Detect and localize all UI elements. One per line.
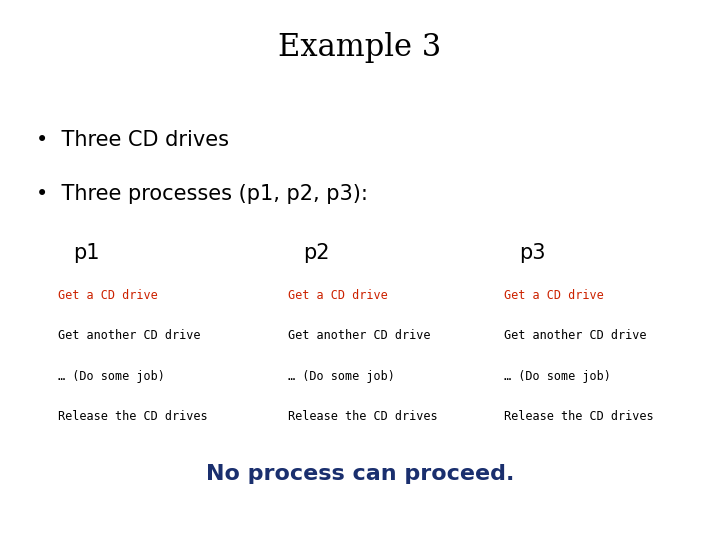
Text: Get a CD drive: Get a CD drive: [288, 289, 388, 302]
Text: Release the CD drives: Release the CD drives: [504, 410, 654, 423]
Text: Get another CD drive: Get another CD drive: [504, 329, 647, 342]
Text: … (Do some job): … (Do some job): [288, 370, 395, 383]
Text: … (Do some job): … (Do some job): [504, 370, 611, 383]
Text: Example 3: Example 3: [279, 32, 441, 63]
Text: •  Three processes (p1, p2, p3):: • Three processes (p1, p2, p3):: [36, 184, 368, 204]
Text: Release the CD drives: Release the CD drives: [288, 410, 438, 423]
Text: p3: p3: [520, 243, 546, 263]
Text: Release the CD drives: Release the CD drives: [58, 410, 207, 423]
Text: Get another CD drive: Get another CD drive: [288, 329, 431, 342]
Text: Get a CD drive: Get a CD drive: [58, 289, 158, 302]
Text: Get a CD drive: Get a CD drive: [504, 289, 604, 302]
Text: p2: p2: [304, 243, 330, 263]
Text: p1: p1: [73, 243, 99, 263]
Text: … (Do some job): … (Do some job): [58, 370, 164, 383]
Text: •  Three CD drives: • Three CD drives: [36, 130, 229, 150]
Text: Get another CD drive: Get another CD drive: [58, 329, 200, 342]
Text: No process can proceed.: No process can proceed.: [206, 464, 514, 484]
